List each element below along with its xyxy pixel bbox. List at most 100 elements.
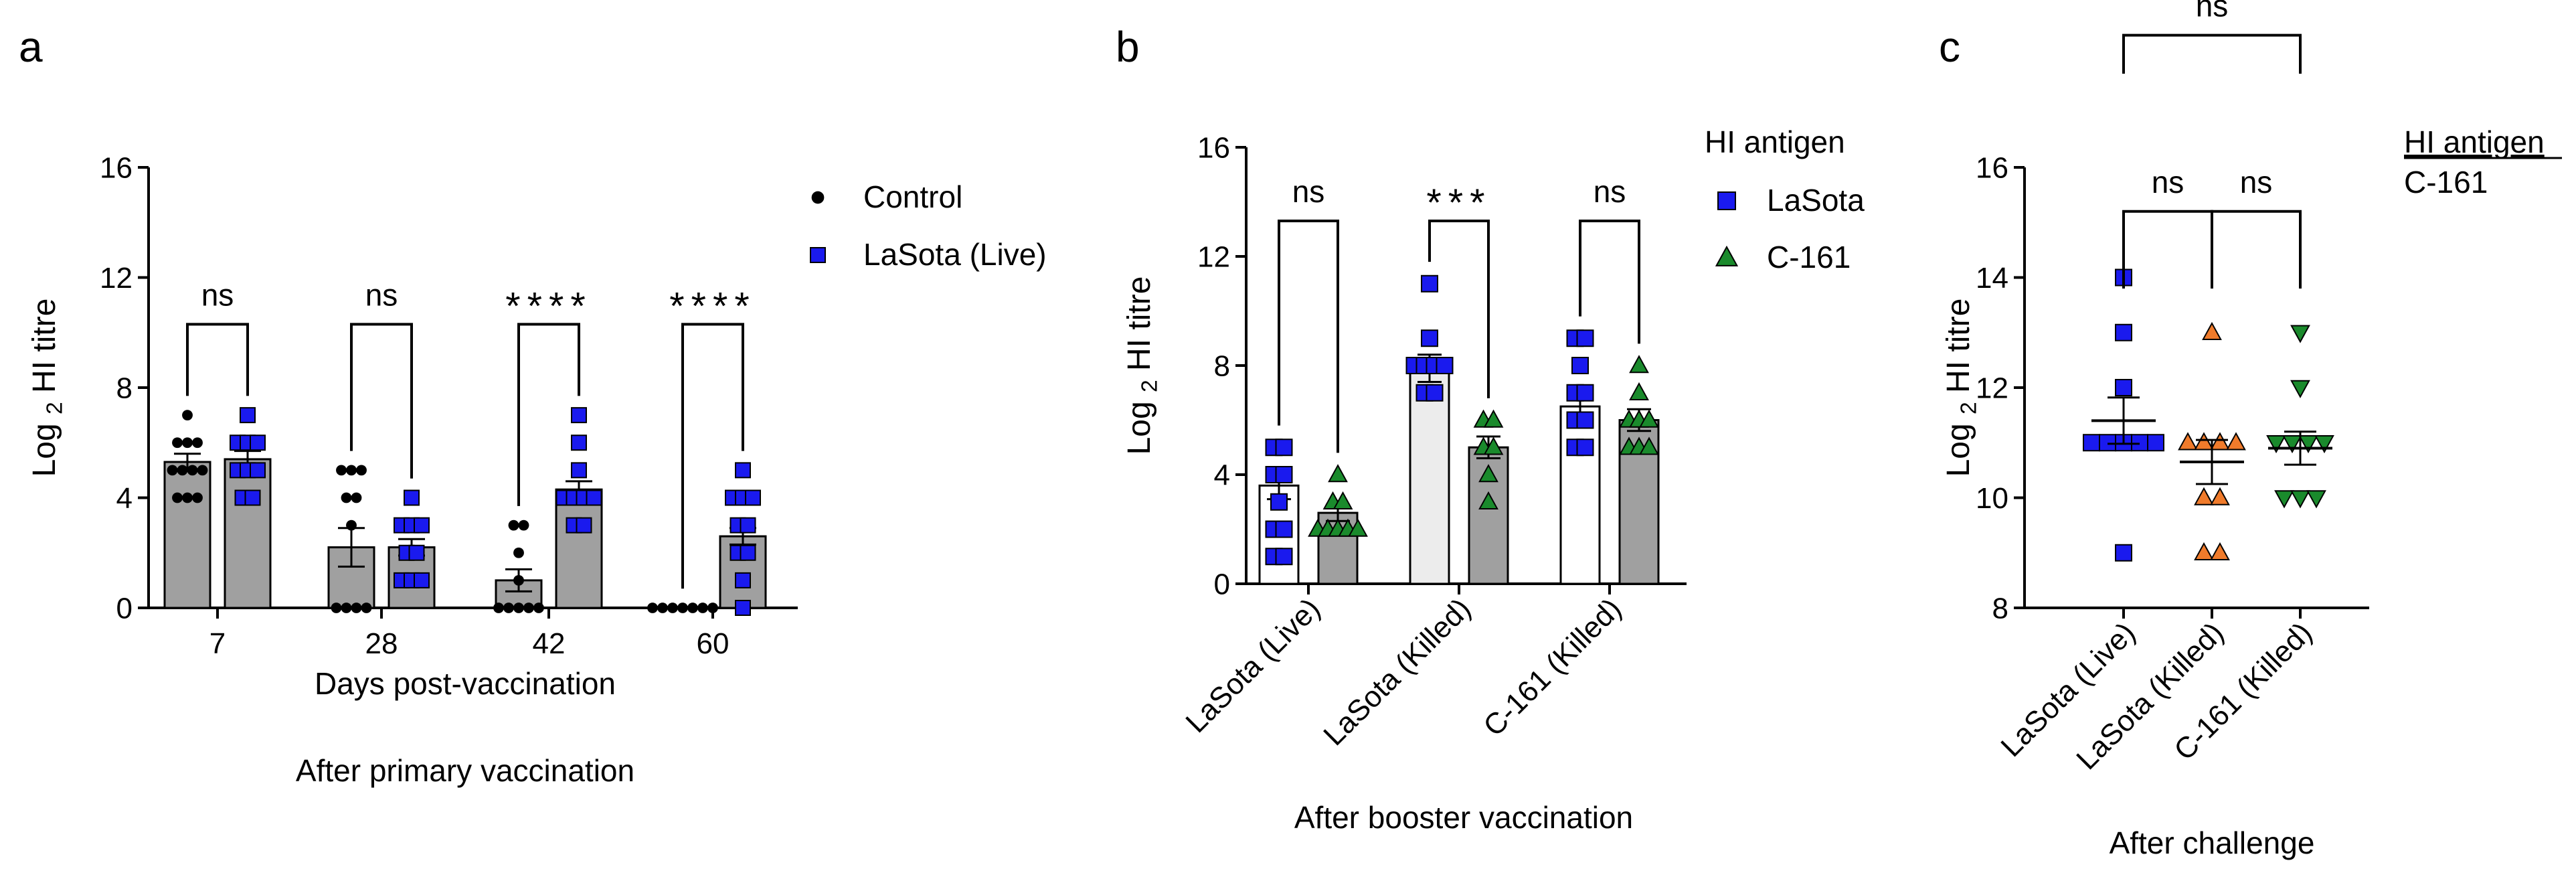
significance-bracket (1579, 220, 1640, 344)
data-point (1483, 436, 1504, 455)
data-point (1629, 382, 1649, 400)
data-point (192, 437, 203, 449)
data-point (1275, 466, 1293, 483)
y-axis-label-part: HI titre (27, 299, 62, 402)
significance-bracket (2122, 33, 2302, 74)
y-tick-label: 12 (1197, 240, 1230, 273)
data-point (346, 465, 357, 476)
data-point (167, 465, 178, 476)
data-point (740, 517, 756, 534)
data-point (667, 603, 678, 613)
panel-b-label: b (1116, 23, 1140, 71)
data-point (351, 603, 362, 613)
significance-label: ns (201, 277, 234, 312)
data-point (1270, 493, 1288, 511)
data-point (518, 520, 529, 531)
y-tick-label: 8 (1214, 349, 1230, 382)
data-point (1576, 329, 1594, 347)
data-point (341, 492, 352, 503)
bar-c161 (1468, 446, 1509, 585)
data-point (1421, 329, 1438, 347)
y-tick-label: 4 (1214, 459, 1230, 491)
legend-marker-control (811, 191, 825, 204)
y-tick-label: 12 (100, 262, 133, 295)
data-point (408, 544, 425, 561)
data-point (735, 572, 751, 588)
y-tick-label: 8 (1992, 592, 2008, 625)
legend-marker-lasota (1717, 191, 1736, 210)
legend-label-c161: C-161 (1767, 240, 1851, 274)
legend-label-lasota: LaSota (1767, 183, 1865, 218)
x-tick-label: 42 (533, 627, 566, 660)
data-point (331, 603, 342, 613)
panel-a-caption: After primary vaccination (296, 753, 634, 788)
data-point (2115, 379, 2132, 396)
data-point (2178, 432, 2198, 451)
y-axis-label-part: 2 (1138, 380, 1163, 392)
data-point (1275, 520, 1293, 538)
data-point (192, 492, 203, 503)
data-point (244, 489, 261, 506)
y-tick-label: 16 (1197, 131, 1230, 164)
y-axis-label-part: Log (27, 414, 62, 477)
data-point (1629, 355, 1649, 374)
panel-c-label: c (1939, 23, 1960, 71)
data-point (2290, 380, 2310, 398)
data-point (356, 465, 367, 476)
data-point (414, 572, 430, 588)
panel-b: 0 4 8 12 16 Log 2 HI titre LaSota (Live) ns LaSo… (1122, 125, 1865, 835)
x-tick-label: C-161 (Killed) (1477, 592, 1628, 742)
data-point (2298, 435, 2318, 454)
y-tick-label: 8 (116, 372, 133, 404)
data-point (1571, 357, 1589, 374)
y-axis-label-part: Log (1941, 414, 1976, 477)
significance-label: *** (1426, 181, 1491, 224)
data-point (2194, 432, 2214, 451)
data-point (503, 603, 514, 613)
panel-c-caption: After challenge (2110, 825, 2315, 860)
data-point (361, 603, 372, 613)
data-point (1436, 357, 1454, 374)
data-point (1576, 411, 1594, 429)
significance-bracket (1428, 220, 1490, 398)
data-point (508, 520, 519, 531)
data-point (1421, 274, 1438, 293)
panel-a-label: a (19, 23, 43, 71)
data-point (1576, 438, 1594, 457)
data-point (341, 603, 352, 613)
y-axis-label-part: 2 (43, 402, 68, 414)
data-point (351, 492, 362, 503)
y-tick-label: 16 (1976, 151, 2008, 184)
data-point (523, 603, 534, 613)
legend-marker-c161 (1715, 245, 1739, 266)
data-point (240, 407, 256, 424)
data-point (657, 603, 668, 613)
data-point (1348, 518, 1368, 537)
y-tick-label: 0 (1214, 568, 1230, 601)
data-point (1275, 548, 1293, 566)
legend-label-lasota-live: LaSota (Live) (863, 237, 1047, 272)
panel-b-caption: After booster vaccination (1294, 800, 1633, 835)
legend-title: HI antigen (2404, 125, 2545, 159)
data-point (745, 489, 761, 506)
y-tick-label: 10 (1976, 482, 2008, 515)
data-point (197, 465, 208, 476)
data-point (493, 603, 504, 613)
data-point (2306, 490, 2326, 509)
data-point (2210, 487, 2230, 505)
data-point (2131, 434, 2148, 452)
x-tick-label: 7 (209, 627, 226, 660)
data-point (2290, 325, 2310, 343)
data-point (707, 603, 718, 613)
data-point (740, 544, 756, 561)
data-point (414, 517, 430, 534)
y-tick-label: 14 (1976, 262, 2008, 295)
y-axis-label-part: Log (1122, 392, 1157, 455)
data-point (1576, 384, 1594, 402)
legend-title: HI antigen (1705, 125, 1845, 159)
panel-a: 0 4 8 12 16 Log 2 HI titre 7 ns 28 ns 42 **** 60 ****… (27, 151, 1047, 788)
data-point (182, 437, 193, 449)
data-point (1478, 464, 1498, 483)
data-point (2194, 542, 2214, 560)
